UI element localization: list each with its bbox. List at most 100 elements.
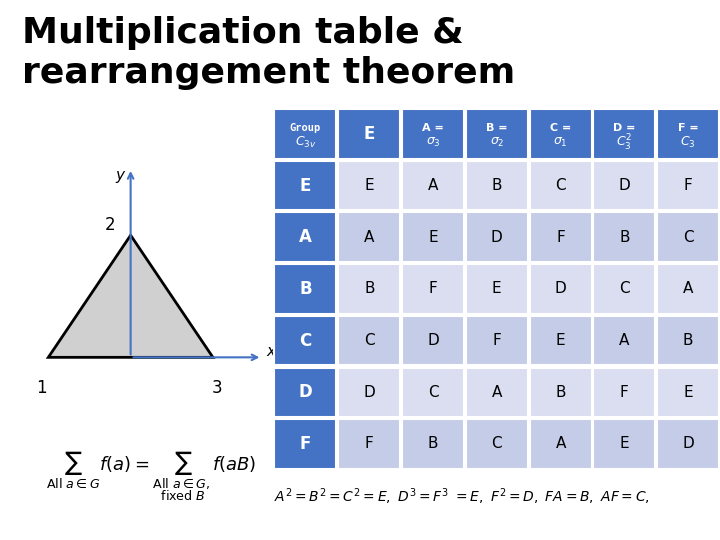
FancyBboxPatch shape <box>466 419 528 469</box>
Text: E: E <box>364 178 374 193</box>
Text: y: y <box>116 168 125 183</box>
FancyBboxPatch shape <box>530 264 592 314</box>
Text: D: D <box>491 230 503 245</box>
Text: 2: 2 <box>104 217 115 234</box>
FancyBboxPatch shape <box>274 109 336 159</box>
Text: A: A <box>364 230 374 245</box>
FancyBboxPatch shape <box>338 316 400 366</box>
FancyBboxPatch shape <box>466 316 528 366</box>
FancyBboxPatch shape <box>466 212 528 262</box>
Text: F: F <box>365 436 374 451</box>
FancyBboxPatch shape <box>466 161 528 210</box>
FancyBboxPatch shape <box>466 109 528 159</box>
Text: A: A <box>428 178 438 193</box>
Text: C: C <box>555 178 566 193</box>
FancyBboxPatch shape <box>530 212 592 262</box>
FancyBboxPatch shape <box>338 109 400 159</box>
Text: $\sigma_3$: $\sigma_3$ <box>426 136 441 150</box>
FancyBboxPatch shape <box>593 161 655 210</box>
Text: A: A <box>299 228 312 246</box>
Text: B: B <box>619 230 629 245</box>
Text: A: A <box>555 436 566 451</box>
FancyBboxPatch shape <box>402 161 464 210</box>
Text: $C_3$: $C_3$ <box>680 136 696 151</box>
Text: F: F <box>300 435 311 453</box>
Text: B: B <box>364 281 374 296</box>
FancyBboxPatch shape <box>402 368 464 417</box>
FancyBboxPatch shape <box>274 161 336 210</box>
FancyBboxPatch shape <box>402 109 464 159</box>
FancyBboxPatch shape <box>593 419 655 469</box>
Text: B: B <box>300 280 312 298</box>
FancyBboxPatch shape <box>402 419 464 469</box>
Text: x: x <box>266 344 275 359</box>
Text: B: B <box>555 385 566 400</box>
Text: C: C <box>428 385 438 400</box>
Text: A: A <box>619 333 629 348</box>
FancyBboxPatch shape <box>402 212 464 262</box>
Text: A =: A = <box>422 124 444 133</box>
FancyBboxPatch shape <box>274 212 336 262</box>
FancyBboxPatch shape <box>466 264 528 314</box>
FancyBboxPatch shape <box>338 212 400 262</box>
Text: E: E <box>619 436 629 451</box>
FancyBboxPatch shape <box>530 161 592 210</box>
Polygon shape <box>48 235 213 357</box>
Text: C =: C = <box>550 124 571 133</box>
Text: E: E <box>556 333 565 348</box>
Text: C: C <box>492 436 502 451</box>
Text: D: D <box>427 333 439 348</box>
Text: $\sigma_2$: $\sigma_2$ <box>490 136 504 150</box>
FancyBboxPatch shape <box>402 316 464 366</box>
Text: $C_{3v}$: $C_{3v}$ <box>294 136 316 151</box>
Text: B: B <box>428 436 438 451</box>
Text: F: F <box>620 385 629 400</box>
Text: F: F <box>428 281 438 296</box>
FancyBboxPatch shape <box>657 419 719 469</box>
Text: B: B <box>492 178 502 193</box>
FancyBboxPatch shape <box>593 368 655 417</box>
FancyBboxPatch shape <box>338 419 400 469</box>
Text: 1: 1 <box>37 379 47 397</box>
FancyBboxPatch shape <box>338 264 400 314</box>
FancyBboxPatch shape <box>338 368 400 417</box>
Text: E: E <box>683 385 693 400</box>
FancyBboxPatch shape <box>530 419 592 469</box>
Text: D: D <box>683 436 694 451</box>
FancyBboxPatch shape <box>274 316 336 366</box>
Text: 3: 3 <box>212 379 222 397</box>
FancyBboxPatch shape <box>593 212 655 262</box>
Text: E: E <box>300 177 311 194</box>
Text: C: C <box>364 333 374 348</box>
Text: $A^2=B^2=C^2=E,\ D^3 = F^3\ =E,\ F^2 = D,\ FA=B,\ AF=C,$: $A^2=B^2=C^2=E,\ D^3 = F^3\ =E,\ F^2 = D… <box>274 486 649 507</box>
FancyBboxPatch shape <box>593 264 655 314</box>
Text: E: E <box>492 281 502 296</box>
Text: F: F <box>556 230 565 245</box>
Text: D =: D = <box>613 124 636 133</box>
Text: D: D <box>554 281 567 296</box>
FancyBboxPatch shape <box>402 264 464 314</box>
Text: C: C <box>683 230 693 245</box>
Text: C: C <box>300 332 312 349</box>
FancyBboxPatch shape <box>657 161 719 210</box>
Text: $\sum_{\mathrm{All}\ a \in G} f(a) = \sum_{\substack{\mathrm{All}\ a \in G,\\ \m: $\sum_{\mathrm{All}\ a \in G} f(a) = \su… <box>46 449 256 503</box>
FancyBboxPatch shape <box>274 419 336 469</box>
Text: A: A <box>683 281 693 296</box>
Text: D: D <box>364 385 375 400</box>
Text: F: F <box>492 333 501 348</box>
Text: A: A <box>492 385 502 400</box>
FancyBboxPatch shape <box>657 316 719 366</box>
Text: E: E <box>364 125 375 143</box>
FancyBboxPatch shape <box>657 109 719 159</box>
Text: $\sigma_1$: $\sigma_1$ <box>553 136 568 150</box>
Text: B: B <box>683 333 693 348</box>
FancyBboxPatch shape <box>593 109 655 159</box>
FancyBboxPatch shape <box>657 264 719 314</box>
Text: $C_3^2$: $C_3^2$ <box>616 133 632 153</box>
FancyBboxPatch shape <box>274 264 336 314</box>
Text: F: F <box>684 178 693 193</box>
Text: B =: B = <box>486 124 508 133</box>
FancyBboxPatch shape <box>530 109 592 159</box>
Text: D: D <box>618 178 630 193</box>
FancyBboxPatch shape <box>338 161 400 210</box>
